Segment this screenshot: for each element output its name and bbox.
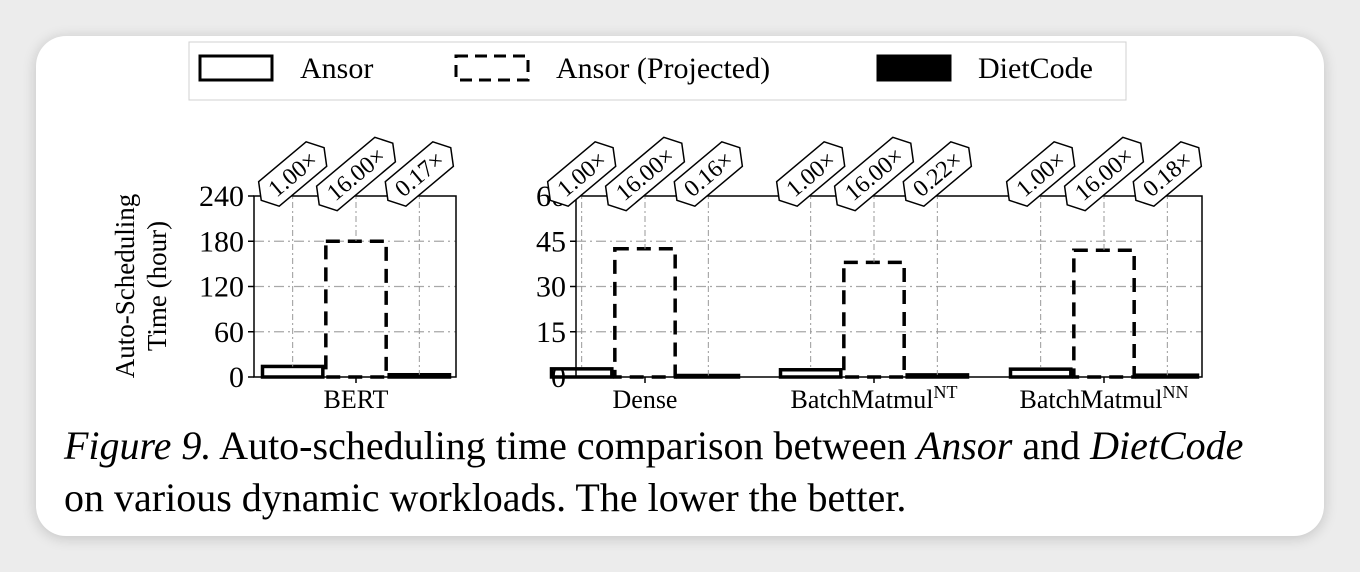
speedup-annotation-box [673, 140, 744, 208]
y-tick-label: 0 [229, 361, 244, 394]
speedup-annotation-box [1005, 140, 1076, 208]
speedup-annotation-box [775, 140, 846, 208]
bar-ansor [778, 368, 843, 379]
speedup-annotation-box [604, 136, 686, 212]
legend-label-2: Ansor (Projected) [556, 52, 770, 85]
chart-panel-2: 015304560Dense1.00×16.00×0.16×BatchMatmu… [536, 136, 1203, 414]
legend-label-3: DietCode [978, 52, 1093, 85]
y-tick-label: 60 [214, 316, 244, 349]
x-tick-label: BERT [324, 385, 389, 414]
y-tick-label: 120 [199, 271, 244, 304]
bar-ansor [1008, 367, 1073, 379]
bar-dietcode [676, 373, 741, 379]
x-tick-label: BatchMatmulNT [791, 382, 958, 414]
legend-frame [188, 41, 1127, 101]
y-tick-label: 15 [536, 316, 566, 349]
speedup-annotation-box [384, 140, 455, 208]
y-tick-label: 240 [199, 180, 244, 213]
caption-text-3: on various dynamic workloads. The lower … [64, 475, 907, 520]
bar-dietcode [905, 373, 970, 379]
speedup-annotation-box [833, 136, 915, 212]
x-tick-label-base: Dense [613, 385, 678, 414]
y-axis-title-line-2: Time (hour) [142, 221, 172, 351]
y-axis-title-line-1: Auto-Scheduling [110, 194, 140, 378]
y-axis-title: Auto-SchedulingTime (hour) [110, 194, 172, 378]
x-tick-label-base: BatchMatmul [791, 385, 934, 414]
legend-swatch-1 [198, 54, 274, 82]
x-tick-label-sup: NN [1162, 382, 1188, 402]
y-tick-label: 180 [199, 225, 244, 258]
caption-ansor: Ansor [916, 423, 1013, 468]
speedup-annotation-box [1063, 136, 1145, 212]
speedup-annotation-box [257, 140, 328, 208]
bar-ansor-projected [842, 260, 906, 379]
y-tick-label: 45 [536, 225, 566, 258]
x-tick-label-base: BERT [324, 385, 389, 414]
x-tick-label: BatchMatmulNN [1020, 382, 1189, 414]
speedup-annotation-box [902, 140, 973, 208]
y-tick-label: 30 [536, 271, 566, 304]
figure-caption: Figure 9. Auto-scheduling time compariso… [64, 420, 1264, 524]
caption-text-1: Auto-scheduling time comparison between [211, 423, 917, 468]
figure-chart: Ansor Ansor (Projected) DietCode Auto-Sched… [110, 41, 1203, 414]
speedup-annotation-box [315, 136, 397, 212]
legend-label-1: Ansor [300, 52, 373, 85]
speedup-annotation: 1.00× [1005, 140, 1076, 208]
figure-card: Ansor Ansor (Projected) DietCode Auto-Sched… [36, 36, 1324, 536]
bar-ansor-projected [613, 247, 677, 379]
legend-swatch-3 [876, 54, 952, 82]
speedup-annotation-box [1132, 140, 1203, 208]
bar-ansor-projected [1072, 248, 1136, 379]
bar-dietcode [1135, 373, 1200, 379]
caption-figure-label: Figure 9. [64, 423, 212, 468]
bar-dietcode [387, 372, 452, 379]
bar-ansor [260, 364, 325, 379]
x-tick-label: Dense [613, 385, 678, 414]
caption-text-2: and [1012, 423, 1091, 468]
bar-ansor-projected [324, 239, 388, 379]
legend-swatch-2 [454, 54, 530, 82]
speedup-annotation-box [546, 140, 617, 208]
bar-ansor [549, 367, 614, 379]
caption-dietcode: DietCode [1090, 423, 1244, 468]
plot-frame [575, 195, 1203, 378]
x-tick-label-sup: NT [933, 382, 957, 402]
x-tick-label-base: BatchMatmul [1020, 385, 1163, 414]
legend: Ansor Ansor (Projected) DietCode [188, 41, 1127, 101]
